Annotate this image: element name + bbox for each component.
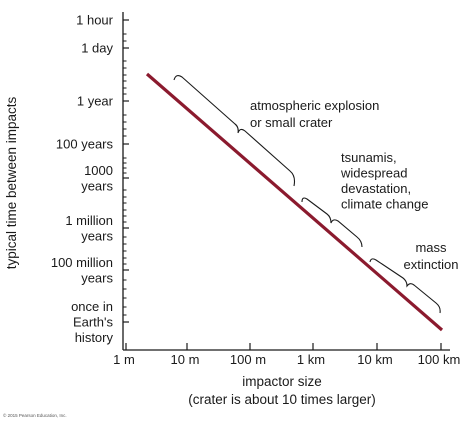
- annotation-text: climate change: [341, 197, 428, 212]
- annotation-text: mass: [415, 240, 447, 255]
- y-tick-label: once in: [71, 299, 113, 314]
- y-tick-label: years: [81, 270, 113, 285]
- annotation-text: devastation,: [341, 181, 411, 196]
- y-tick-label: 1 hour: [76, 13, 114, 28]
- x-tick-label: 1 km: [297, 352, 325, 367]
- y-tick-label: Earth's: [73, 315, 114, 330]
- x-tick-label: 100 m: [230, 352, 266, 367]
- y-tick-label: years: [81, 178, 113, 193]
- y-tick-label: 1 year: [77, 94, 114, 109]
- y-tick-label: 100 million: [51, 255, 113, 270]
- y-tick-label: 1000: [84, 163, 113, 178]
- y-tick-label: history: [75, 330, 114, 345]
- y-tick-label: years: [81, 228, 113, 243]
- x-tick-label: 10 m: [171, 352, 200, 367]
- annotation-brace: [173, 75, 296, 187]
- series-line: [145, 72, 444, 332]
- annotation-text: extinction: [404, 257, 459, 272]
- annotation-brace: [301, 197, 363, 248]
- y-tick-label: 1 day: [81, 41, 113, 56]
- x-axis-subtitle: (crater is about 10 times larger): [188, 392, 376, 407]
- copyright-credit: © 2015 Pearson Education, Inc.: [3, 412, 67, 418]
- x-tick-label: 100 km: [418, 352, 461, 367]
- annotation-brace: [369, 258, 441, 314]
- annotation-text: atmospheric explosion: [250, 98, 379, 113]
- x-tick-label: 1 m: [113, 352, 135, 367]
- annotation-text: or small crater: [250, 115, 333, 130]
- x-tick-label: 10 km: [357, 352, 392, 367]
- annotations: atmospheric explosion or small crater tsun…: [173, 75, 459, 314]
- y-axis-title: typical time between impacts: [4, 96, 19, 269]
- x-axis-title: impactor size: [242, 374, 322, 389]
- annotation-text: tsunamis,: [341, 150, 397, 165]
- annotation-text: widespread: [340, 166, 408, 181]
- y-tick-label: 100 years: [56, 137, 114, 152]
- series-group: [145, 72, 444, 332]
- x-axis-ticks: 1 m 10 m 100 m 1 km 10 km 100 km: [113, 343, 460, 367]
- y-tick-label: 1 million: [65, 213, 113, 228]
